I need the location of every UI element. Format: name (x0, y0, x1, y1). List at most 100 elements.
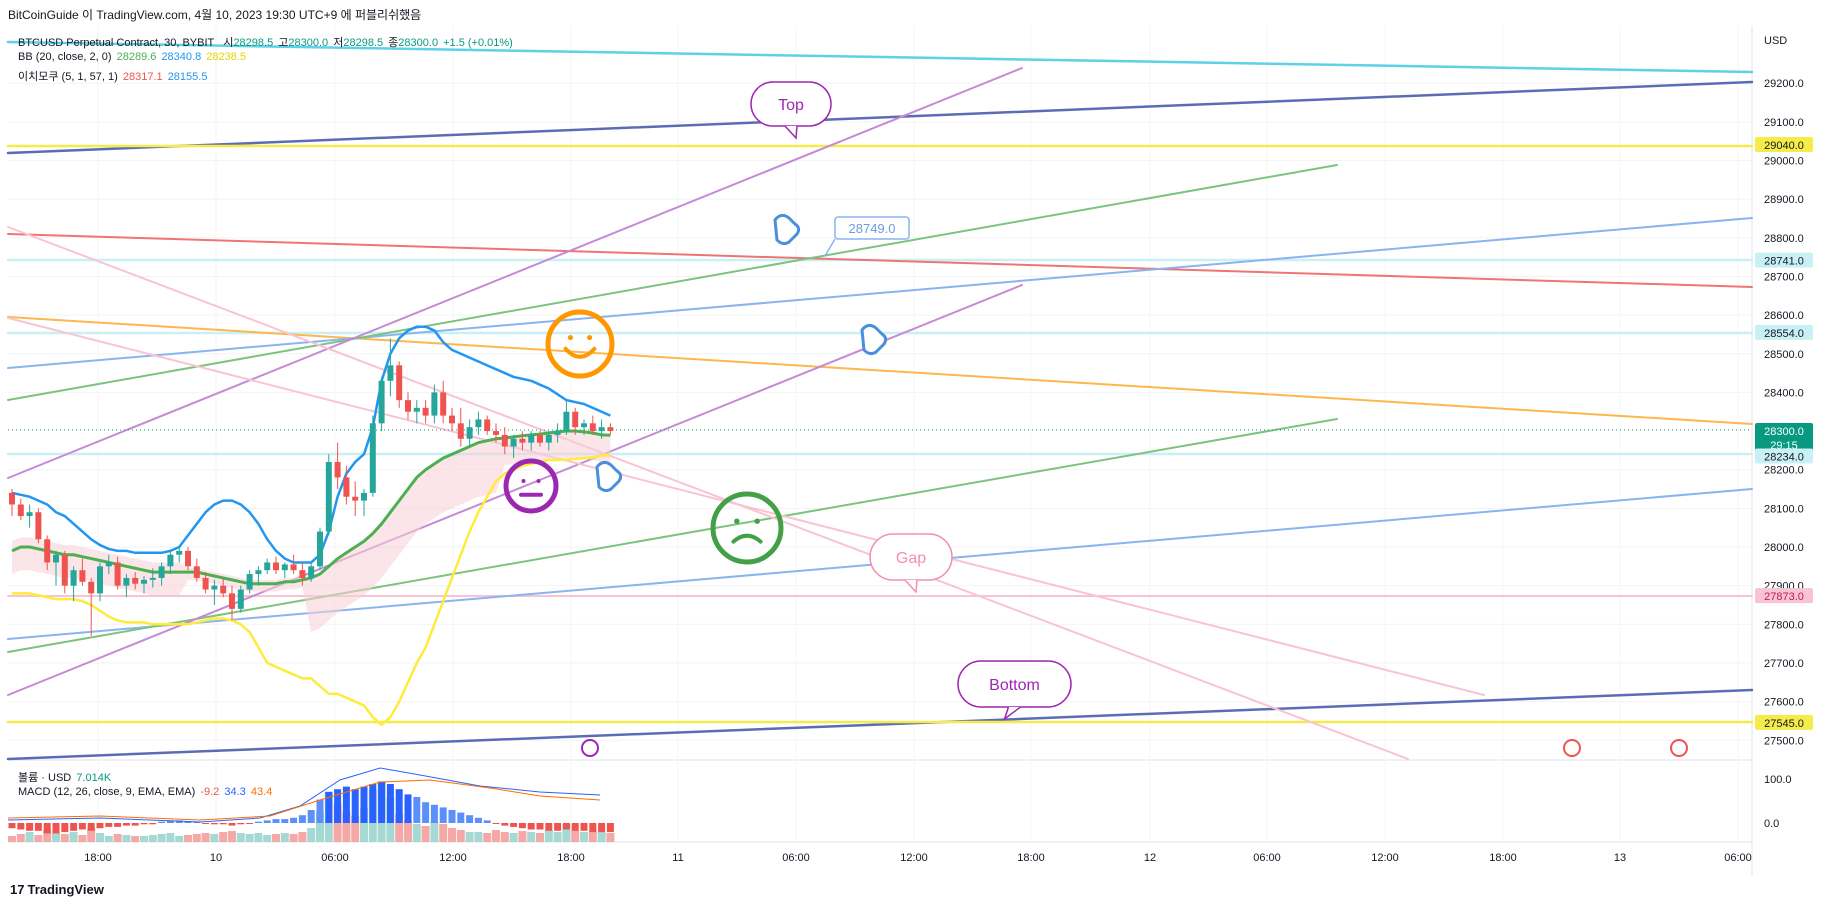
y-tick-label: 28700.0 (1764, 271, 1804, 283)
candle-body (484, 419, 491, 432)
candle-body (572, 411, 579, 428)
currency-label: USD (1764, 35, 1787, 47)
bb-name[interactable]: BB (20, close, 2, 0) (18, 51, 112, 63)
neutral-face-icon[interactable] (503, 458, 559, 514)
smiley-face-icon-eye-right (587, 335, 593, 341)
price-tag-bg (1755, 137, 1813, 153)
macd-histogram-bar (78, 823, 86, 830)
candle-body (149, 577, 156, 580)
smiley-face-icon-outline (545, 309, 615, 379)
candle-body (220, 585, 227, 594)
symbol-legend[interactable]: BTCUSD Perpetual Contract, 30, BYBIT 시28… (18, 34, 515, 50)
y-tick-label: 27600.0 (1764, 697, 1804, 709)
chart-area[interactable]: 29200.0 29100.0 29000.0 28900.0 28800.0 28700… (0, 26, 1834, 876)
candle-body (378, 380, 385, 424)
smiley-face-icon-eye-left (567, 335, 573, 341)
trendline-pink-steep (7, 226, 1409, 760)
volume-bar (78, 835, 87, 842)
open-value: 28298.5 (233, 37, 274, 49)
y-tick-label: 29100.0 (1764, 117, 1804, 129)
volume-bar (113, 834, 122, 842)
bb-lower-value: 28238.5 (206, 51, 247, 63)
candle-body (493, 431, 499, 435)
volume-bar (8, 836, 16, 842)
callout-gap[interactable]: Gap (869, 533, 953, 594)
callout-bottom[interactable]: Bottom (957, 660, 1072, 722)
callout-gap-text: Gap (896, 550, 926, 567)
pointing-hand-icon-2-shape (860, 323, 888, 356)
symbol-name[interactable]: BTCUSD Perpetual Contract, 30, BYBIT (18, 37, 215, 49)
worried-face-icon[interactable] (710, 491, 784, 565)
smiley-face-icon[interactable] (545, 309, 615, 379)
x-tick-label: 18:00 (1489, 852, 1517, 864)
pointing-hand-icon-3[interactable] (595, 460, 623, 493)
volume-macd-pane (7, 767, 615, 842)
ichimoku-legend[interactable]: 이치모쿠 (5, 1, 57, 1) 28317.1 28155.5 (18, 68, 209, 84)
macd-histogram-bar (70, 823, 78, 831)
macd-histogram-bar (448, 810, 456, 823)
pointing-hand-icon-1[interactable] (773, 213, 801, 246)
y-tick-label: 28900.0 (1764, 194, 1804, 206)
trendline-purple-lower (7, 284, 1023, 696)
macd-histogram-bar (149, 823, 157, 825)
candle-body (343, 477, 350, 497)
candle-body (35, 512, 42, 540)
volume-bar (166, 833, 175, 842)
candle-body (158, 566, 165, 578)
candle-body (53, 554, 59, 563)
price-tag-label: 27545.0 (1764, 718, 1804, 730)
open-label: 시 (223, 37, 234, 49)
volume-legend[interactable]: 볼륨 · USD 7.014K (18, 769, 113, 785)
y-tick-label: 28200.0 (1764, 465, 1804, 477)
x-tick-label: 18:00 (557, 852, 585, 864)
macd-histogram-bar (158, 821, 166, 823)
candle-body (563, 411, 570, 432)
candle-body (387, 365, 394, 381)
worried-face-icon-outline (710, 491, 784, 565)
volume-bar (562, 824, 571, 842)
macd-histogram-bar (404, 794, 412, 823)
macd-histogram-bar (378, 781, 386, 823)
macd-histogram-bar (166, 820, 174, 823)
volume-bar (316, 812, 324, 842)
pointing-hand-icon-2[interactable] (860, 323, 888, 356)
candle-body (88, 581, 95, 594)
x-tick-label: 12:00 (900, 852, 928, 864)
macd-legend[interactable]: MACD (12, 26, close, 9, EMA, EMA) -9.2 3… (18, 786, 274, 798)
volume-bar (597, 832, 606, 842)
macd-histogram-bar (325, 791, 333, 823)
candle-body (132, 577, 139, 584)
volume-bar (16, 834, 25, 842)
macd-histogram-bar (105, 823, 113, 827)
volume-bar (245, 834, 254, 842)
volume-bar (25, 832, 34, 842)
ichimoku-name[interactable]: 이치모쿠 (5, 1, 57, 1) (18, 71, 118, 83)
macd-histogram-bar (290, 817, 298, 823)
candle-body (79, 570, 86, 582)
macd-histogram-bar (598, 823, 606, 833)
low-label: 저 (333, 37, 344, 49)
tradingview-logo[interactable]: 17 TradingView (10, 882, 104, 897)
candle-body (281, 564, 288, 571)
macd-name[interactable]: MACD (12, 26, close, 9, EMA, EMA) (18, 786, 196, 798)
ichimoku-a-value: 28317.1 (122, 71, 163, 83)
bb-legend[interactable]: BB (20, close, 2, 0) 28289.6 28340.8 282… (18, 51, 248, 63)
candle-body (193, 566, 200, 578)
candle-body (528, 434, 535, 443)
macd-histogram-bar (17, 823, 25, 830)
volume-name[interactable]: 볼륨 · USD (18, 772, 72, 784)
y-tick-label: 29000.0 (1764, 156, 1804, 168)
candle-body (519, 438, 526, 443)
price-note-28749[interactable]: 28749.0 (824, 216, 910, 257)
worried-face-icon-eye-right (754, 518, 760, 524)
y-tick-label: 28800.0 (1764, 233, 1804, 245)
candle-body (598, 427, 605, 432)
volume-bar (492, 830, 500, 842)
macd-histogram-bar (140, 823, 148, 825)
macd-signal-value: 43.4 (250, 786, 273, 798)
macd-histogram-bar (589, 823, 597, 833)
callout-top[interactable]: Top (750, 81, 832, 140)
macd-histogram-bar (34, 823, 42, 831)
price-tag-label: 28300.0 (1764, 426, 1804, 438)
volume-bar (500, 832, 509, 842)
